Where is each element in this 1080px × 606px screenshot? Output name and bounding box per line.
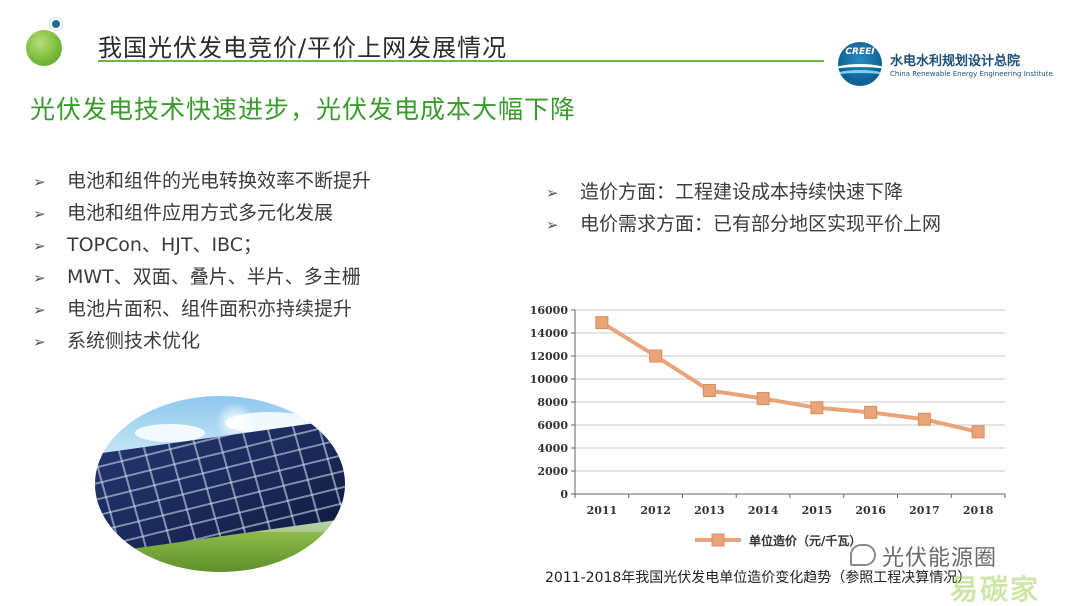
- creei-logo-icon: CREEI: [838, 42, 882, 86]
- arrow-right-icon: ➢: [546, 216, 559, 234]
- y-tick-label: 14000: [530, 327, 569, 340]
- brand-name: 水电水利规划设计总院: [890, 54, 1021, 69]
- x-tick-label: 2013: [694, 504, 725, 517]
- y-tick-label: 10000: [530, 373, 569, 386]
- wave-shape: [838, 64, 882, 78]
- y-tick-label: 0: [560, 488, 568, 501]
- bullet-text: 系统侧技术优化: [67, 330, 201, 352]
- left-bullet-list: ➢ 电池和组件的光电转换效率不断提升 ➢ 电池和组件应用方式多元化发展 ➢ TOPCo…: [33, 165, 371, 357]
- data-point: [864, 405, 878, 419]
- page-title: 我国光伏发电竞价/平价上网发展情况: [98, 34, 508, 62]
- bullet-text: TOPCon、HJT、IBC；: [67, 234, 263, 256]
- bullet-item: ➢ 电价需求方面：已有部分地区实现平价上网: [546, 208, 941, 240]
- arrow-right-icon: ➢: [33, 237, 46, 255]
- data-point: [595, 316, 609, 330]
- data-point: [756, 392, 770, 406]
- brand-logo: CREEI 水电水利规划设计总院 China Renewable Energy …: [838, 42, 1068, 86]
- logo-left: [24, 16, 72, 66]
- title-underline: [98, 60, 824, 62]
- arrow-right-icon: ➢: [33, 269, 46, 287]
- solar-panel-photo: [95, 396, 345, 572]
- y-tick-label: 16000: [530, 304, 569, 317]
- y-tick-label: 4000: [537, 442, 568, 455]
- data-point: [649, 349, 663, 363]
- bullet-item: ➢ 系统侧技术优化: [33, 325, 371, 357]
- slide-subtitle: 光伏发电技术快速进步，光伏发电成本大幅下降: [30, 95, 577, 124]
- data-point: [702, 384, 716, 397]
- data-point: [917, 412, 931, 426]
- y-tick-label: 6000: [537, 419, 568, 432]
- watermark-sub: 易碳家: [950, 573, 1041, 606]
- bullet-item: ➢ 电池和组件应用方式多元化发展: [33, 197, 371, 229]
- arrow-right-icon: ➢: [33, 301, 46, 319]
- x-tick-label: 2016: [855, 504, 886, 517]
- right-bullet-list: ➢ 造价方面：工程建设成本持续快速下降 ➢ 电价需求方面：已有部分地区实现平价上网: [546, 176, 941, 240]
- watermark: 光伏能源圈 易碳家: [850, 540, 1070, 606]
- chart-caption: 2011-2018年我国光伏发电单位造价变化趋势（参照工程决算情况）: [545, 570, 972, 586]
- y-tick-label: 2000: [537, 465, 568, 478]
- bullet-text: 电价需求方面：已有部分地区实现平价上网: [580, 213, 942, 235]
- cloud-shape: [135, 424, 205, 442]
- bullet-text: MWT、双面、叠片、半片、多主栅: [67, 266, 361, 288]
- green-ball-icon: [26, 30, 62, 66]
- watermark-text: 光伏能源圈: [882, 546, 998, 571]
- series-line: [600, 320, 979, 434]
- y-tick-label: 8000: [537, 396, 568, 409]
- wave-shape: [838, 70, 882, 84]
- chat-bubble-icon: [850, 544, 876, 566]
- data-point: [810, 401, 824, 415]
- arrow-right-icon: ➢: [546, 184, 559, 202]
- bullet-text: 造价方面：工程建设成本持续快速下降: [580, 181, 904, 203]
- brand-mark-text: CREEI: [845, 47, 875, 57]
- arrow-right-icon: ➢: [33, 333, 46, 351]
- x-tick-label: 2011: [587, 504, 618, 517]
- arrow-right-icon: ➢: [33, 173, 46, 191]
- bullet-item: ➢ 电池片面积、组件面积亦持续提升: [33, 293, 371, 325]
- data-point: [971, 425, 985, 439]
- y-tick-label: 12000: [530, 350, 569, 363]
- bullet-item: ➢ MWT、双面、叠片、半片、多主栅: [33, 261, 371, 293]
- bullet-item: ➢ 造价方面：工程建设成本持续快速下降: [546, 176, 941, 208]
- x-tick-label: 2015: [802, 504, 833, 517]
- blue-dot-icon: [50, 18, 62, 30]
- legend-label: 单位造价（元/千瓦）: [749, 533, 861, 548]
- cost-trend-chart: 0 2000 4000 6000 8000 10000 12000 14000 16000 201…: [505, 296, 1025, 581]
- x-tick-label: 2017: [909, 504, 940, 517]
- x-tick-label: 2018: [963, 504, 994, 517]
- bullet-text: 电池和组件应用方式多元化发展: [67, 202, 334, 224]
- bullet-item: ➢ TOPCon、HJT、IBC；: [33, 229, 371, 261]
- bullet-text: 电池和组件的光电转换效率不断提升: [67, 170, 372, 192]
- bullet-item: ➢ 电池和组件的光电转换效率不断提升: [33, 165, 371, 197]
- brand-english-name: China Renewable Energy Engineering Insti…: [890, 70, 1053, 78]
- chart-svg: 0 2000 4000 6000 8000 10000 12000 14000 16000 201…: [530, 304, 1006, 548]
- legend-marker: [711, 533, 725, 547]
- x-tick-label: 2012: [640, 504, 671, 517]
- arrow-right-icon: ➢: [33, 205, 46, 223]
- x-tick-label: 2014: [748, 504, 779, 517]
- bullet-text: 电池片面积、组件面积亦持续提升: [67, 298, 353, 320]
